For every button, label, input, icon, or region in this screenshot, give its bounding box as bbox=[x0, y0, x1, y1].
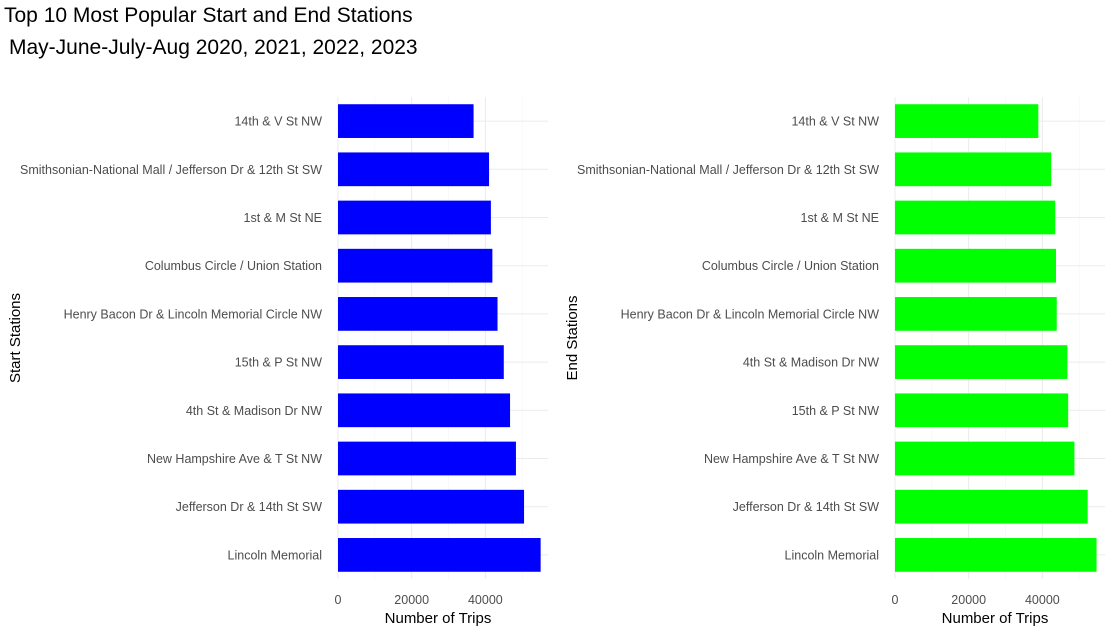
start-bar bbox=[338, 104, 474, 138]
chart-title-line2: May-June-July-Aug 2020, 2021, 2022, 2023 bbox=[9, 36, 418, 59]
chart-title-line1: Top 10 Most Popular Start and End Statio… bbox=[4, 4, 413, 27]
end-station-label: Henry Bacon Dr & Lincoln Memorial Circle… bbox=[621, 307, 880, 321]
start-station-label: 15th & P St NW bbox=[235, 356, 323, 370]
end-station-label: New Hampshire Ave & T St NW bbox=[704, 452, 879, 466]
end-bar bbox=[895, 152, 1052, 187]
start-station-label: Lincoln Memorial bbox=[228, 548, 322, 562]
start-bar bbox=[338, 248, 493, 283]
start-bar bbox=[338, 489, 525, 524]
start-x-tick-label: 0 bbox=[335, 593, 342, 607]
start-x-axis-title: Number of Trips bbox=[385, 610, 492, 627]
end-x-tick-label: 40000 bbox=[1025, 593, 1060, 607]
end-station-label: 1st & M St NE bbox=[801, 211, 880, 225]
end-x-tick-label: 20000 bbox=[951, 593, 986, 607]
start-station-label: Smithsonian-National Mall / Jefferson Dr… bbox=[20, 163, 322, 177]
start-y-axis-title: Start Stations bbox=[7, 293, 24, 383]
end-x-tick-label: 0 bbox=[892, 593, 899, 607]
start-station-label: 1st & M St NE bbox=[244, 211, 323, 225]
start-bar bbox=[338, 441, 516, 476]
end-station-label: Columbus Circle / Union Station bbox=[702, 259, 879, 273]
end-bar bbox=[895, 441, 1075, 476]
end-stations-panel: 14th & V St NW Smithsonian-National Mall … bbox=[564, 97, 1105, 627]
start-bar bbox=[338, 393, 511, 428]
start-station-label: 4th St & Madison Dr NW bbox=[186, 404, 322, 418]
end-bar bbox=[895, 297, 1057, 331]
start-bar bbox=[338, 538, 541, 572]
end-station-label: Jefferson Dr & 14th St SW bbox=[733, 500, 880, 514]
end-bar bbox=[895, 345, 1068, 379]
end-station-label: 15th & P St NW bbox=[792, 404, 880, 418]
end-station-label: Smithsonian-National Mall / Jefferson Dr… bbox=[577, 163, 879, 177]
start-bar bbox=[338, 345, 504, 379]
end-bar bbox=[895, 248, 1056, 283]
end-bar bbox=[895, 489, 1088, 524]
end-bar bbox=[895, 393, 1069, 428]
start-bar bbox=[338, 200, 491, 235]
start-station-label: Henry Bacon Dr & Lincoln Memorial Circle… bbox=[64, 307, 323, 321]
end-station-label: 14th & V St NW bbox=[791, 115, 879, 129]
start-stations-panel: 14th & V St NW Smithsonian-National Mall … bbox=[7, 97, 548, 627]
end-y-axis-title: End Stations bbox=[564, 295, 581, 380]
start-station-label: Jefferson Dr & 14th St SW bbox=[176, 500, 323, 514]
end-x-axis-title: Number of Trips bbox=[942, 610, 1049, 627]
start-station-label: Columbus Circle / Union Station bbox=[145, 259, 322, 273]
end-bar bbox=[895, 200, 1056, 235]
end-station-label: 4th St & Madison Dr NW bbox=[743, 356, 879, 370]
start-bar bbox=[338, 297, 498, 331]
end-station-label: Lincoln Memorial bbox=[785, 548, 879, 562]
start-x-tick-label: 40000 bbox=[468, 593, 503, 607]
start-station-label: New Hampshire Ave & T St NW bbox=[147, 452, 322, 466]
end-bar bbox=[895, 104, 1039, 138]
start-station-label: 14th & V St NW bbox=[234, 115, 322, 129]
end-bar bbox=[895, 538, 1097, 572]
start-x-tick-label: 20000 bbox=[394, 593, 429, 607]
start-bar bbox=[338, 152, 490, 187]
